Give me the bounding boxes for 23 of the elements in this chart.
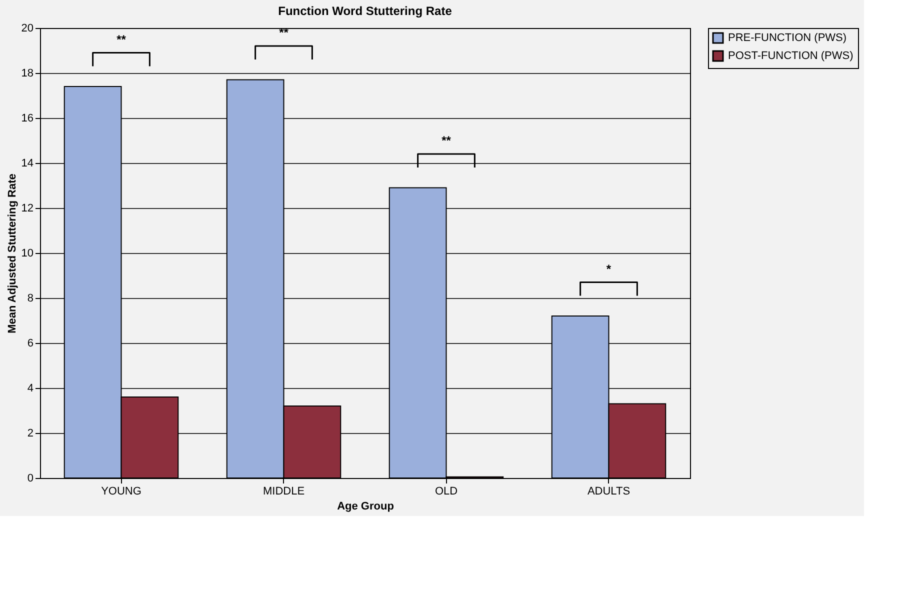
x-tick-label: OLD	[434, 486, 458, 498]
chart-title: Function Word Stuttering Rate	[278, 4, 452, 18]
y-tick-label: 0	[27, 472, 34, 484]
y-tick-label: 8	[27, 292, 34, 304]
annotation: **	[116, 32, 126, 46]
x-tick-label: ADULTS	[587, 486, 630, 498]
x-tick-label: YOUNG	[101, 486, 142, 498]
y-tick-label: 14	[21, 158, 34, 170]
annotation: *	[606, 262, 612, 276]
y-tick-label: 18	[21, 68, 34, 80]
y-tick-label: 20	[21, 22, 34, 34]
legend-label: POST-FUNCTION (PWS)	[728, 50, 854, 62]
annotation: **	[442, 134, 452, 148]
y-tick-label: 12	[21, 202, 34, 214]
y-axis-title: Mean Adjusted Stuttering Rate	[6, 174, 18, 334]
x-axis-title: Age Group	[337, 500, 394, 512]
x-tick-label: MIDDLE	[262, 486, 305, 498]
y-tick-label: 4	[27, 382, 34, 394]
legend-label: PRE-FUNCTION (PWS)	[728, 32, 847, 44]
y-tick-label: 2	[27, 428, 34, 440]
y-tick-label: 6	[27, 338, 34, 350]
y-tick-label: 10	[21, 248, 34, 260]
y-tick-label: 16	[21, 112, 34, 124]
